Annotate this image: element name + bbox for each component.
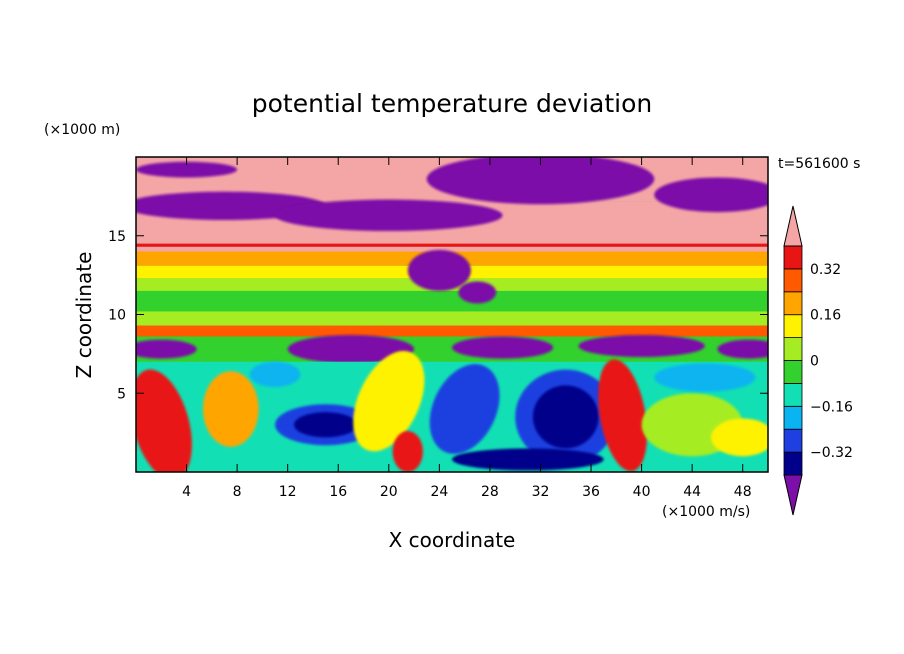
band-green — [136, 290, 768, 312]
colorbar-box — [783, 405, 803, 430]
warm-cell — [353, 350, 425, 452]
x-axis-label: X coordinate — [389, 528, 516, 552]
purple-sheet — [654, 177, 768, 213]
colorbar-box — [783, 451, 803, 476]
contour-field — [136, 157, 768, 472]
purple-cell — [287, 334, 415, 364]
purple-plume — [458, 281, 497, 304]
warm-cell — [202, 371, 259, 447]
purple-sheet — [426, 157, 655, 205]
x-tick-label: 16 — [329, 484, 347, 500]
purple-cell — [136, 339, 197, 359]
colorbar: 0.32 0.16 0 −0.16 −0.32 — [783, 205, 853, 516]
colorbar-extend-min — [783, 474, 803, 516]
x-tick-label: 32 — [532, 484, 550, 500]
warm-cell — [136, 369, 192, 472]
band-orange — [136, 325, 768, 337]
purple-top — [136, 161, 238, 178]
y-tick-label: 10 — [108, 308, 126, 324]
warm-cell — [711, 418, 768, 457]
colorbar-tick-label: −0.32 — [810, 445, 853, 461]
colorbar-box — [783, 428, 803, 453]
purple-sheet — [275, 199, 503, 232]
x-tick-label: 12 — [279, 484, 297, 500]
x-tick-label: 28 — [481, 484, 499, 500]
cool-core — [294, 412, 358, 438]
colorbar-box — [783, 268, 803, 293]
cool-fringe — [249, 361, 301, 387]
purple-plume — [407, 249, 471, 291]
cool-core — [532, 385, 599, 449]
purple-cell — [452, 336, 554, 359]
colorbar-tick-label: −0.16 — [810, 399, 853, 415]
purple-cell — [578, 334, 705, 358]
colorbar-tick-label: 0.16 — [810, 308, 841, 324]
colorbar-box — [783, 360, 803, 384]
colorbar-extend-max — [783, 205, 803, 247]
y-tick-label: 15 — [108, 229, 126, 245]
colorbar-tick-label: 0 — [810, 354, 819, 370]
colorbar-box — [783, 291, 803, 316]
chart-title: potential temperature deviation — [252, 89, 652, 118]
time-label: t=561600 s — [778, 156, 860, 172]
cool-base — [452, 448, 604, 471]
x-tick-label: 24 — [430, 484, 448, 500]
x-tick-label: 8 — [233, 484, 242, 500]
colorbar-tick-label: 0.32 — [810, 262, 841, 278]
x-unit-label: (×1000 m/s) — [662, 504, 750, 520]
x-tick-label: 48 — [734, 484, 752, 500]
warm-core — [392, 431, 423, 472]
cool-cell — [429, 364, 500, 454]
colorbar-box — [783, 382, 803, 407]
band-red-line — [136, 243, 768, 247]
colorbar-box — [783, 245, 803, 270]
x-tick-label: 20 — [380, 484, 398, 500]
x-tick-label: 36 — [582, 484, 600, 500]
x-tick-label: 40 — [633, 484, 651, 500]
band-lightgreen — [136, 311, 768, 326]
warm-cell — [598, 359, 648, 472]
purple-cell — [717, 339, 768, 359]
x-tick-label: 4 — [182, 484, 191, 500]
y-axis: 5 10 15 — [108, 229, 768, 402]
x-tick-label: 44 — [683, 484, 701, 500]
y-axis-label: Z coordinate — [72, 252, 96, 379]
cool-fringe — [654, 363, 756, 392]
colorbar-box — [783, 314, 803, 339]
x-axis: 4 8 12 16 20 24 28 32 36 40 44 48 — [182, 157, 752, 500]
y-unit-label: (×1000 m) — [44, 122, 120, 138]
plot-area — [136, 157, 768, 472]
colorbar-box — [783, 337, 803, 361]
y-tick-label: 5 — [117, 386, 126, 402]
